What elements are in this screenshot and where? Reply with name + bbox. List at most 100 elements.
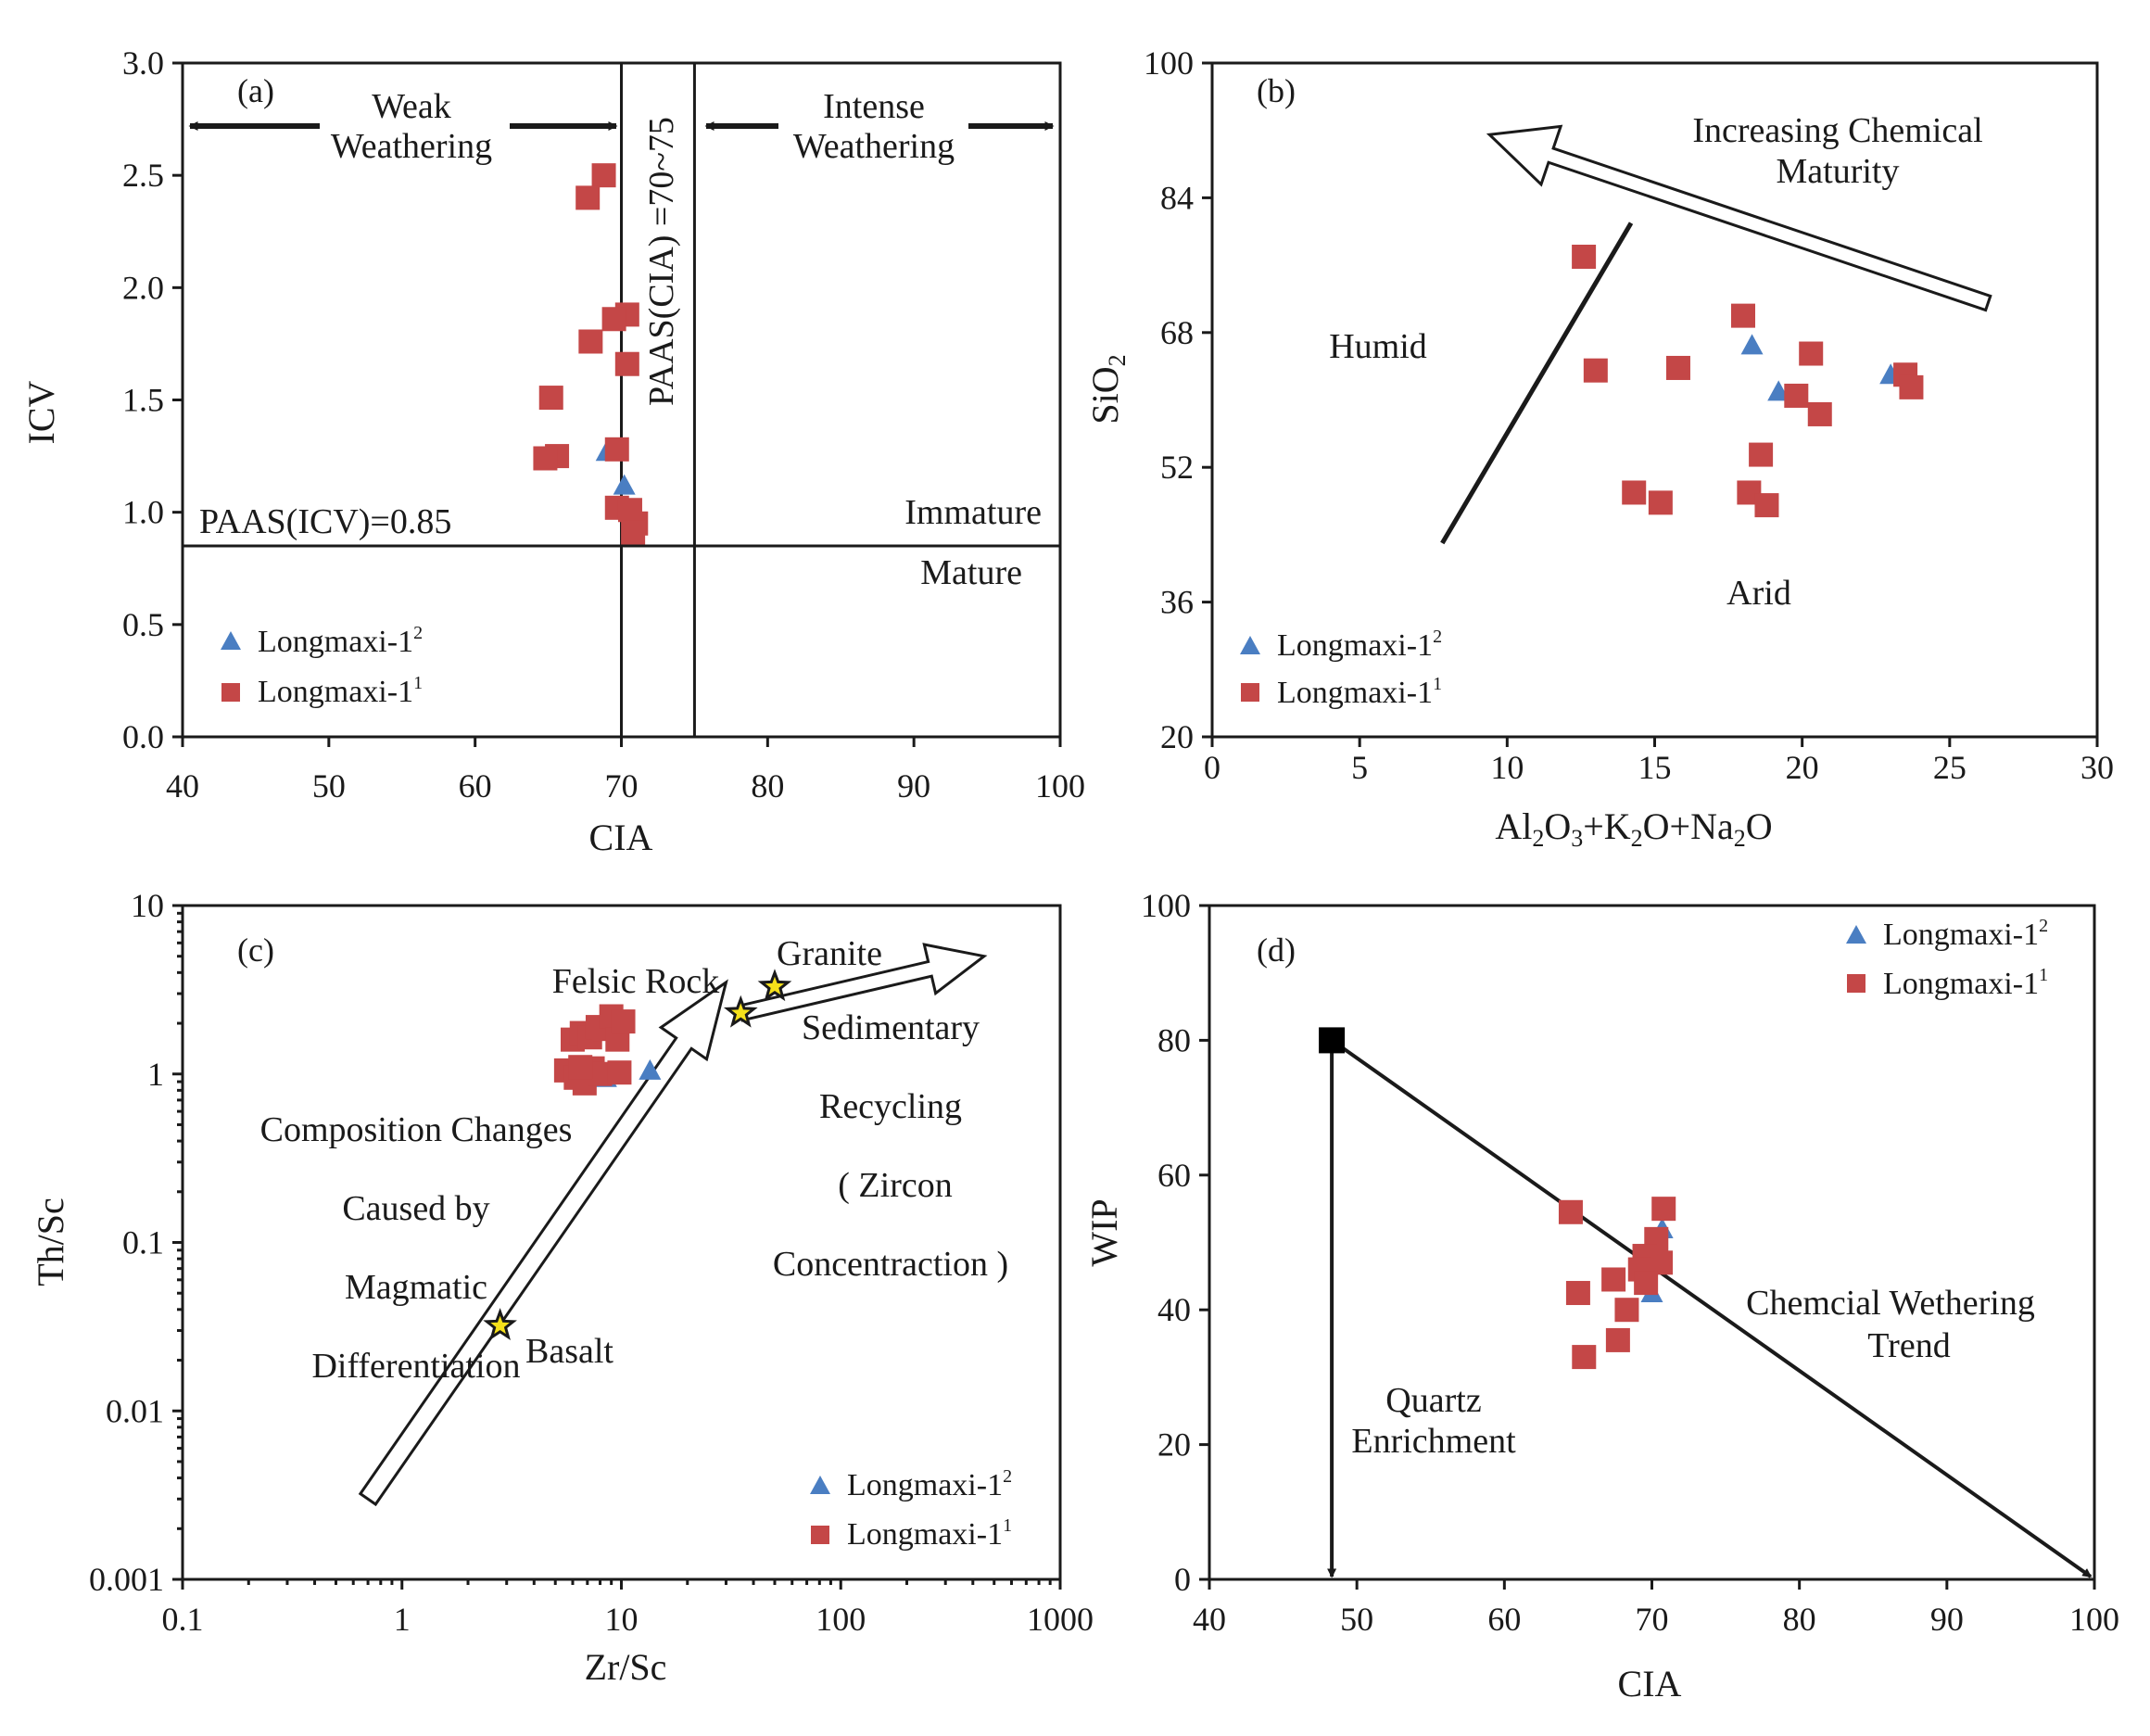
legend-square-marker — [1847, 974, 1865, 993]
panel-c-points — [553, 1004, 662, 1096]
composition-label-line-4: Differentiation — [311, 1347, 520, 1386]
sedimentary-label-line-2: Recycling — [819, 1087, 962, 1126]
data-point-square — [614, 351, 639, 376]
data-point-square — [538, 386, 563, 411]
y-tick-label: 2.5 — [122, 157, 164, 194]
composition-label-line-1: Composition Changes — [260, 1110, 573, 1149]
panel-b-x-label: Al2O3+K2O+Na2O — [1495, 805, 1772, 852]
data-point-square — [578, 329, 603, 354]
x-tick-label: 1000 — [1027, 1601, 1094, 1638]
sedimentary-label-line-3: ( Zircon — [838, 1166, 952, 1205]
data-point-square — [1648, 490, 1673, 515]
granite-label: Granite — [777, 934, 882, 973]
data-point-square — [575, 185, 601, 210]
panel-d-y-label: WIP — [1083, 1198, 1125, 1266]
data-point-square — [1899, 374, 1924, 399]
data-point-square — [1601, 1267, 1626, 1292]
legend-triangle-marker — [221, 631, 241, 650]
legend-label-l1: Longmaxi-11 — [847, 1515, 1012, 1552]
x-tick-label: 60 — [459, 767, 492, 805]
data-point-square — [1649, 1250, 1674, 1275]
y-tick-label: 84 — [1160, 179, 1194, 216]
data-point-square — [1665, 355, 1690, 380]
y-tick-label: 60 — [1157, 1157, 1191, 1194]
sedimentary-recycling-arrow — [737, 943, 988, 1022]
y-tick-label: 20 — [1160, 718, 1194, 755]
data-point-square — [1807, 401, 1832, 426]
panel-b-label: (b) — [1257, 72, 1296, 109]
y-tick-label: 52 — [1160, 449, 1194, 486]
x-tick-label: 10 — [1490, 749, 1524, 786]
panel-d: 40 50 60 70 80 90 100 0 20 40 60 80 100 (d) Quartz E… — [1083, 887, 2119, 1704]
panel-c: 0.1 1 10 100 1000 0.001 0.01 0.1 1 10 (c) Felsic … — [30, 887, 1094, 1688]
panel-d-label: (d) — [1257, 931, 1296, 969]
data-point-square — [1565, 1281, 1590, 1306]
sedimentary-label-line-4: Concentraction ) — [773, 1245, 1008, 1284]
legend-label-l2: Longmaxi-12 — [1883, 916, 2048, 952]
panel-b: 0 5 10 15 20 25 30 20 36 52 68 84 100 (b) Increasing… — [1084, 44, 2114, 852]
y-tick-label: 1.0 — [122, 494, 164, 531]
y-tick-label: 0.1 — [122, 1224, 164, 1261]
x-tick-label: 1 — [394, 1601, 411, 1638]
data-point-square — [1634, 1271, 1659, 1296]
y-tick-label: 1.5 — [122, 382, 164, 419]
panel-a-x-label: CIA — [589, 817, 653, 858]
y-tick-label: 68 — [1160, 314, 1194, 351]
data-point-square — [1754, 493, 1779, 518]
data-point-square — [1558, 1199, 1583, 1224]
data-point-square — [1614, 1298, 1639, 1323]
y-tick-label: 80 — [1157, 1021, 1191, 1058]
legend-label-l1: Longmaxi-11 — [258, 673, 423, 709]
y-tick-label: 1 — [147, 1056, 164, 1093]
legend-label-l2: Longmaxi-12 — [1277, 627, 1442, 663]
x-tick-label: 90 — [1930, 1601, 1964, 1638]
star-marker — [757, 969, 792, 1002]
legend-label-l2: Longmaxi-12 — [847, 1466, 1012, 1502]
x-tick-label: 0.1 — [162, 1601, 204, 1638]
data-point-square — [621, 520, 646, 545]
intense-label-line-2: Weathering — [793, 127, 955, 166]
data-point-square — [1749, 442, 1774, 467]
chemical-maturity-arrow — [1486, 124, 1992, 312]
panel-d-legend: Longmaxi-12 Longmaxi-11 — [1846, 916, 2048, 1001]
panel-a-label: (a) — [237, 72, 274, 109]
panel-c-axes: 0.1 1 10 100 1000 0.001 0.01 0.1 1 10 — [89, 887, 1094, 1638]
x-tick-label: 100 — [816, 1601, 866, 1638]
x-tick-label: 20 — [1786, 749, 1819, 786]
legend-label-l1: Longmaxi-11 — [1883, 965, 2048, 1001]
data-point-triangle — [1740, 334, 1764, 355]
chemical-weathering-trend-arrow — [1330, 1038, 2093, 1578]
panel-a-legend: Longmaxi-12 Longmaxi-11 — [221, 623, 423, 709]
data-point-triangle — [639, 1058, 662, 1080]
paas-icv-label: PAAS(ICV)=0.85 — [199, 502, 451, 541]
composition-label-line-3: Magmatic — [345, 1268, 487, 1307]
y-tick-label: 0.001 — [89, 1561, 164, 1598]
panel-d-x-label: CIA — [1618, 1663, 1682, 1704]
panel-d-axes: 40 50 60 70 80 90 100 0 20 40 60 80 100 — [1141, 887, 2119, 1638]
y-tick-label: 10 — [131, 887, 164, 924]
data-point-square — [604, 437, 629, 462]
x-tick-label: 40 — [1193, 1601, 1226, 1638]
x-tick-label: 60 — [1487, 1601, 1521, 1638]
legend-label-l1: Longmaxi-11 — [1277, 674, 1442, 710]
data-point-square — [1572, 245, 1597, 270]
x-tick-label: 70 — [605, 767, 639, 805]
data-point-square — [601, 307, 626, 332]
y-tick-label: 36 — [1160, 584, 1194, 621]
y-tick-label: 20 — [1157, 1426, 1191, 1464]
panel-c-label: (c) — [237, 931, 274, 969]
panel-a: 40 50 60 70 80 90 100 0.0 0.5 1.0 1.5 2.0 2.5 3.0 (a)… — [20, 44, 1085, 858]
y-tick-label: 0.5 — [122, 606, 164, 643]
legend-square-marker — [1241, 683, 1259, 702]
panel-d-trend-arrows — [1319, 1027, 2093, 1578]
weak-label-line-2: Weathering — [331, 127, 492, 166]
panel-b-y-label: SiO2 — [1084, 354, 1131, 424]
panel-d-points — [1558, 1197, 1676, 1370]
x-tick-label: 50 — [1340, 1601, 1373, 1638]
panel-b-axes: 0 5 10 15 20 25 30 20 36 52 68 84 100 — [1144, 44, 2114, 786]
x-tick-label: 50 — [312, 767, 346, 805]
panel-c-legend: Longmaxi-12 Longmaxi-11 — [810, 1466, 1012, 1552]
y-tick-label: 40 — [1157, 1291, 1191, 1328]
legend-triangle-marker — [810, 1476, 830, 1494]
y-tick-label: 0.01 — [106, 1392, 164, 1429]
